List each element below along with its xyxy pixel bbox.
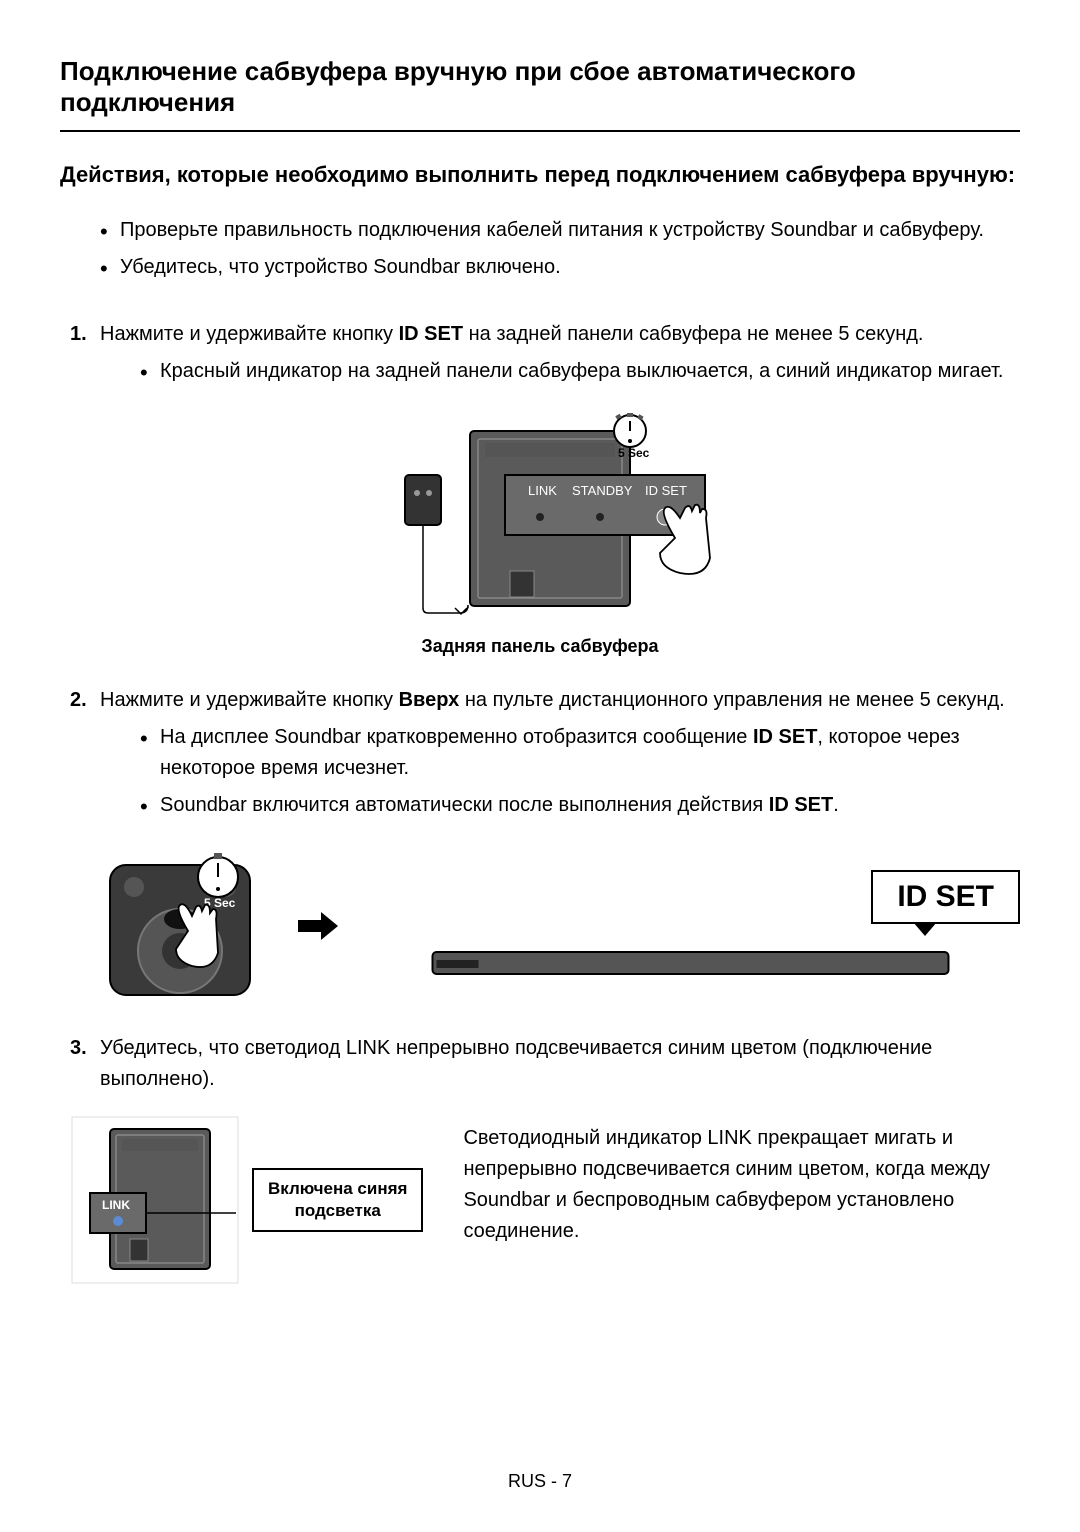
- preconditions-list: Проверьте правильность подключения кабел…: [100, 215, 1020, 283]
- step-1: 1. Нажмите и удерживайте кнопку ID SET н…: [70, 319, 1020, 393]
- remote-diagram: 5 Sec: [100, 851, 275, 1001]
- sub-bullet-item: На дисплее Soundbar кратковременно отобр…: [140, 722, 1020, 784]
- step-3-figure-row: LINK Включена синяя подсветка Светодиодн…: [70, 1115, 1020, 1285]
- subwoofer-link-diagram: LINK: [70, 1115, 240, 1285]
- section-title: Подключение сабвуфера вручную при сбое а…: [60, 56, 1020, 132]
- step-content: Нажмите и удерживайте кнопку Вверх на пу…: [100, 685, 1020, 827]
- step-bold: Вверх: [399, 689, 460, 711]
- step-sub-bullets: Красный индикатор на задней панели сабву…: [140, 356, 1020, 387]
- soundbar-diagram: [361, 940, 1020, 982]
- figure-1-caption: Задняя панель сабвуфера: [60, 636, 1020, 657]
- page-footer: RUS - 7: [0, 1471, 1080, 1492]
- step-text-after: на пульте дистанционного управления не м…: [459, 689, 1004, 711]
- step-content: Нажмите и удерживайте кнопку ID SET на з…: [100, 319, 1020, 393]
- panel-standby-label: STANDBY: [572, 483, 633, 498]
- precondition-item: Проверьте правильность подключения кабел…: [100, 215, 1020, 246]
- step-2: 2. Нажмите и удерживайте кнопку Вверх на…: [70, 685, 1020, 827]
- step-bold: ID SET: [399, 323, 463, 345]
- sub-heading: Действия, которые необходимо выполнить п…: [60, 160, 1020, 191]
- step-text: Убедитесь, что светодиод LINK непрерывно…: [100, 1037, 932, 1090]
- sub-bullet-item: Красный индикатор на задней панели сабву…: [140, 356, 1020, 387]
- figure-1: LINK STANDBY ID SET 5 Sec Задняя панель …: [60, 413, 1020, 657]
- idset-callout: ID SET: [871, 870, 1020, 924]
- step-sub-bullets: На дисплее Soundbar кратковременно отобр…: [140, 722, 1020, 821]
- step-text-before: Нажмите и удерживайте кнопку: [100, 689, 399, 711]
- step-number: 1.: [70, 319, 100, 393]
- figure-2: 5 Sec ID SET: [100, 851, 1020, 1001]
- step-3: 3. Убедитесь, что светодиод LINK непреры…: [70, 1033, 1020, 1095]
- step-3-description: Светодиодный индикатор LINK прекращает м…: [463, 1115, 1020, 1247]
- step-number: 2.: [70, 685, 100, 827]
- timer-label: 5 Sec: [618, 446, 650, 460]
- step-content: Убедитесь, что светодиод LINK непрерывно…: [100, 1033, 1020, 1095]
- sub-bullet-item: Soundbar включится автоматически после в…: [140, 790, 1020, 821]
- link-label: LINK: [102, 1198, 130, 1212]
- panel-link-label: LINK: [528, 483, 557, 498]
- link-callout: Включена синяя подсветка: [252, 1168, 423, 1232]
- subwoofer-back-diagram: LINK STANDBY ID SET 5 Sec: [360, 413, 720, 623]
- precondition-item: Убедитесь, что устройство Soundbar включ…: [100, 252, 1020, 283]
- step-number: 3.: [70, 1033, 100, 1095]
- step-text-before: Нажмите и удерживайте кнопку: [100, 323, 399, 345]
- panel-idset-label: ID SET: [645, 483, 687, 498]
- arrow-icon: [293, 906, 343, 946]
- step-text-after: на задней панели сабвуфера не менее 5 се…: [463, 323, 923, 345]
